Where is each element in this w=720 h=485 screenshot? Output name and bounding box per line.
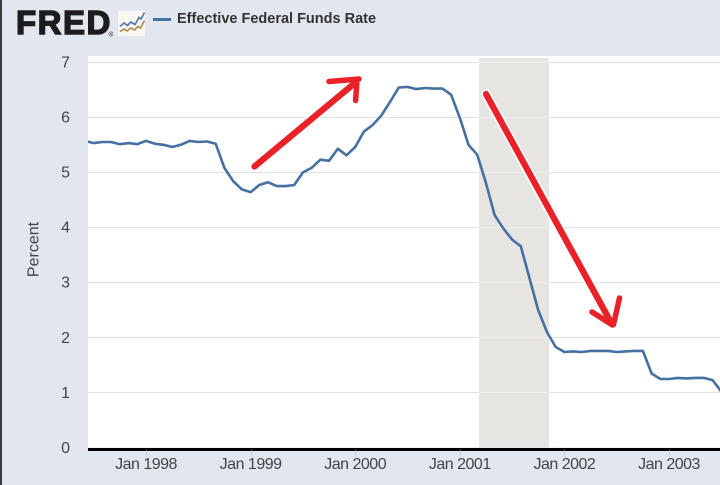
svg-text:6: 6: [61, 109, 70, 126]
svg-text:Jan 2002: Jan 2002: [533, 456, 595, 473]
svg-text:Effective Federal Funds Rate: Effective Federal Funds Rate: [177, 11, 376, 27]
svg-text:Jan 1999: Jan 1999: [220, 456, 282, 473]
svg-text:Percent: Percent: [26, 221, 43, 277]
svg-text:0: 0: [61, 440, 70, 457]
svg-text:7: 7: [61, 54, 70, 71]
svg-text:Jan 1998: Jan 1998: [115, 456, 177, 473]
svg-text:3: 3: [61, 275, 70, 292]
svg-text:2: 2: [61, 330, 70, 347]
svg-text:4: 4: [61, 220, 70, 237]
svg-text:Jan 2001: Jan 2001: [429, 456, 491, 473]
svg-text:Jan 2000: Jan 2000: [324, 456, 386, 473]
svg-text:5: 5: [61, 165, 70, 182]
svg-text:FRED: FRED: [16, 4, 112, 41]
svg-text:1: 1: [61, 385, 70, 402]
svg-text:Jan 2003: Jan 2003: [638, 456, 700, 473]
svg-text:®: ®: [109, 31, 114, 39]
